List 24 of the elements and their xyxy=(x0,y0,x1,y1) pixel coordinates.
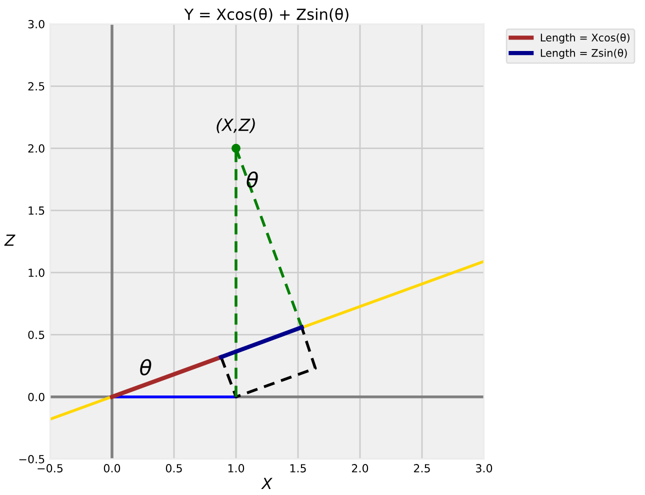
chart-title: Y = Xcos(θ) + Zsin(θ) xyxy=(184,8,348,22)
annotation: θ xyxy=(246,171,258,188)
y-tick-label: 0.0 xyxy=(28,392,44,402)
y-tick-label: 1.0 xyxy=(28,268,44,277)
y-tick-label: 0.5 xyxy=(28,330,44,340)
y-tick-label: 2.5 xyxy=(28,82,44,91)
legend-label: Length = Zsin(θ) xyxy=(540,48,627,59)
x-tick-label: 2.0 xyxy=(352,464,368,472)
y-tick-label: −0.5 xyxy=(19,454,44,464)
x-tick-label: 1.0 xyxy=(228,464,244,472)
annotation: (X,Z) xyxy=(216,118,255,134)
x-tick-label: 0.0 xyxy=(104,464,120,472)
y-tick-label: 3.0 xyxy=(28,20,44,28)
legend-label: Length = Xcos(θ) xyxy=(540,33,630,44)
x-tick-label: 1.5 xyxy=(290,464,306,472)
annotation: θ xyxy=(140,359,152,376)
x-tick-label: −0.5 xyxy=(38,464,63,472)
y-tick-label: 2.0 xyxy=(28,144,44,153)
y-tick-label: 1.5 xyxy=(28,206,44,215)
x-tick-label: 3.0 xyxy=(476,464,492,472)
x-tick-label: 0.5 xyxy=(166,464,182,472)
x-tick-label: 2.5 xyxy=(414,464,430,472)
x-axis-title: X xyxy=(261,478,273,489)
y-axis-title: Z xyxy=(4,234,16,246)
